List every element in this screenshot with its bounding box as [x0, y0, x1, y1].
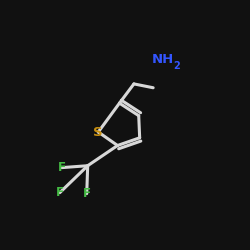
Text: S: S	[94, 126, 103, 138]
Text: 2: 2	[174, 60, 180, 70]
Text: F: F	[83, 187, 91, 200]
Text: NH: NH	[152, 53, 174, 66]
Text: F: F	[58, 161, 66, 174]
Text: F: F	[56, 186, 64, 199]
